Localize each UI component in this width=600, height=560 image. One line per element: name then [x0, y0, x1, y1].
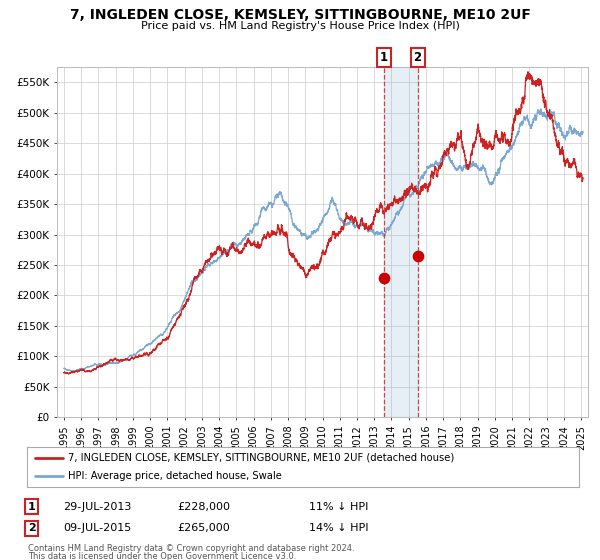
- Text: 7, INGLEDEN CLOSE, KEMSLEY, SITTINGBOURNE, ME10 2UF (detached house): 7, INGLEDEN CLOSE, KEMSLEY, SITTINGBOURN…: [68, 453, 455, 463]
- Bar: [384, 67, 418, 417]
- Text: 11% ↓ HPI: 11% ↓ HPI: [309, 502, 368, 512]
- Text: £228,000: £228,000: [177, 502, 230, 512]
- Text: 1: 1: [380, 52, 388, 64]
- Text: HPI: Average price, detached house, Swale: HPI: Average price, detached house, Swal…: [68, 472, 282, 481]
- Point: [413, 251, 422, 260]
- Point: [379, 274, 389, 283]
- Text: 2: 2: [28, 523, 35, 533]
- Text: Price paid vs. HM Land Registry's House Price Index (HPI): Price paid vs. HM Land Registry's House …: [140, 21, 460, 31]
- Text: £265,000: £265,000: [177, 523, 230, 533]
- Text: This data is licensed under the Open Government Licence v3.0.: This data is licensed under the Open Gov…: [28, 552, 296, 560]
- Text: Contains HM Land Registry data © Crown copyright and database right 2024.: Contains HM Land Registry data © Crown c…: [28, 544, 355, 553]
- Text: 7, INGLEDEN CLOSE, KEMSLEY, SITTINGBOURNE, ME10 2UF: 7, INGLEDEN CLOSE, KEMSLEY, SITTINGBOURN…: [70, 8, 530, 22]
- Text: 09-JUL-2015: 09-JUL-2015: [63, 523, 131, 533]
- Text: 2: 2: [413, 52, 422, 64]
- Text: 29-JUL-2013: 29-JUL-2013: [63, 502, 131, 512]
- Text: 1: 1: [28, 502, 35, 512]
- Text: 14% ↓ HPI: 14% ↓ HPI: [309, 523, 368, 533]
